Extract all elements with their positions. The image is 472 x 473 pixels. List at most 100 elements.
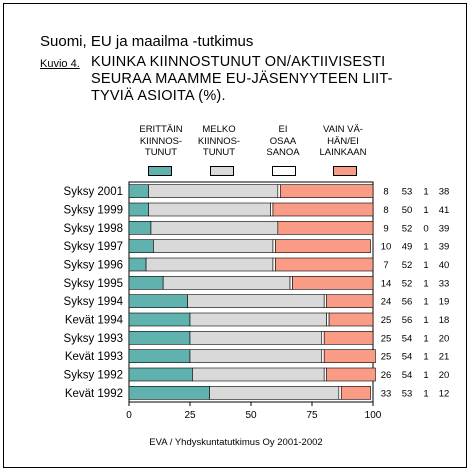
legend-label-vain-vahan-2: HÄN/EI [327,135,359,147]
category-label: Syksy 1992 [64,370,123,382]
bar-segment [272,257,276,272]
bar-segment [323,349,376,363]
bar-segment [192,367,325,382]
legend-label-melko-2: KIINNOS- [197,135,241,147]
value-label: 25 [381,315,392,326]
bar-segment [128,239,154,253]
bar-segment [270,202,274,217]
value-label: 14 [381,278,392,289]
legend-item-ei-osaa: EI OSAA SANOA [248,124,318,159]
legend-label-erittain-2: KIINNOS- [139,135,183,147]
value-label: 49 [402,242,413,253]
bar-segment [321,331,325,345]
x-tick-label: 75 [306,410,318,421]
legend-label-vain-vahan-3: LAINKAAN [319,147,367,158]
bar-segment [128,294,188,308]
bar-segment [326,367,376,382]
value-label: 38 [439,187,450,198]
value-label: 52 [402,223,413,234]
bar-segment [275,239,371,253]
bar-segment [189,349,323,363]
bar-segment [277,221,374,235]
bar-segment [289,276,293,290]
legend-label-ei-osaa-1: EI [278,124,288,135]
legend-label-melko-3: TUNUT [202,147,236,158]
legend-swatch-vain-vahan [333,166,357,176]
value-label: 25 [381,333,392,344]
legend-swatch-melko [210,166,234,176]
legend-swatch-erittain [148,166,172,176]
bar-segment [128,202,149,217]
bar-segment [209,386,340,400]
value-label: 54 [402,333,413,344]
report-header: Suomi, EU ja maailma -tutkimus [40,33,254,50]
bar-segment [187,294,325,308]
bar-segment [145,257,274,272]
bar-segment [128,257,147,272]
chart-title-line-1: KUINKA KIINNOSTUNUT ON/AKTIIVISESTI [91,54,386,70]
bar-segment [150,221,279,235]
value-label: 21 [439,352,450,363]
value-label: 1 [423,388,428,399]
legend-label-ei-osaa-2: OSAA [269,135,297,147]
value-label: 1 [423,315,428,326]
value-label: 0 [423,223,428,234]
bar-segment [128,367,193,382]
value-label: 1 [423,370,428,381]
bar-segment [277,184,281,198]
value-label: 20 [439,333,450,344]
category-label: Syksy 1997 [64,241,123,253]
category-label: Syksy 1996 [64,260,123,272]
category-label: Syksy 1993 [64,333,123,345]
value-label: 52 [402,278,413,289]
bar-segment [328,312,374,327]
value-label: 1 [423,352,428,363]
value-label: 50 [402,205,413,216]
bar-segment [128,184,149,198]
category-label: Syksy 1998 [64,223,123,235]
value-label: 1 [423,297,428,308]
bar-segment [148,202,271,217]
value-label: 7 [383,260,388,271]
bar-segment [128,331,191,345]
value-label: 1 [423,205,428,216]
bar-segment [338,386,342,400]
value-label: 39 [439,223,450,234]
bar-segment [162,276,291,290]
value-label: 26 [381,370,392,381]
x-tick-label: 0 [126,410,132,421]
legend-item-vain-vahan: VAIN VÄ- HÄN/EI LAINKAAN [308,124,378,159]
bar-segment [128,312,191,327]
legend-swatch-ei-osaa [272,166,296,176]
legend-label-erittain-1: ERITTÄIN [139,124,183,135]
value-label: 1 [423,242,428,253]
chart-title-line-2: SEURAA MAAMME EU-JÄSENYYTEEN LIIT- [91,71,393,87]
bar-segment [272,239,276,253]
legend-label-erittain-3: TUNUT [144,147,178,158]
bar-segment [275,257,374,272]
value-label: 56 [402,297,413,308]
bar-segment [323,294,327,308]
bar-segment [148,184,279,198]
value-label: 53 [402,388,413,399]
value-label: 1 [423,187,428,198]
bar-segment [128,349,191,363]
chart-title: KUINKA KIINNOSTUNUT ON/AKTIIVISESTI SEUR… [91,54,411,105]
value-label: 52 [402,260,413,271]
value-label: 53 [402,187,413,198]
category-label: Kevät 1994 [65,315,124,327]
x-tick-label: 50 [245,410,257,421]
bar-segment [189,331,323,345]
bar-segment [272,202,374,217]
value-label: 33 [381,388,392,399]
value-label: 56 [402,315,413,326]
value-label: 33 [439,278,450,289]
legend-label-ei-osaa-3: SANOA [266,147,300,158]
legend-label-melko-1: MELKO [202,124,236,135]
value-label: 8 [383,205,388,216]
value-label: 19 [439,297,450,308]
value-label: 1 [423,260,428,271]
value-label: 24 [381,297,392,308]
x-tick-label: 25 [184,410,196,421]
bar-segment [340,386,371,400]
